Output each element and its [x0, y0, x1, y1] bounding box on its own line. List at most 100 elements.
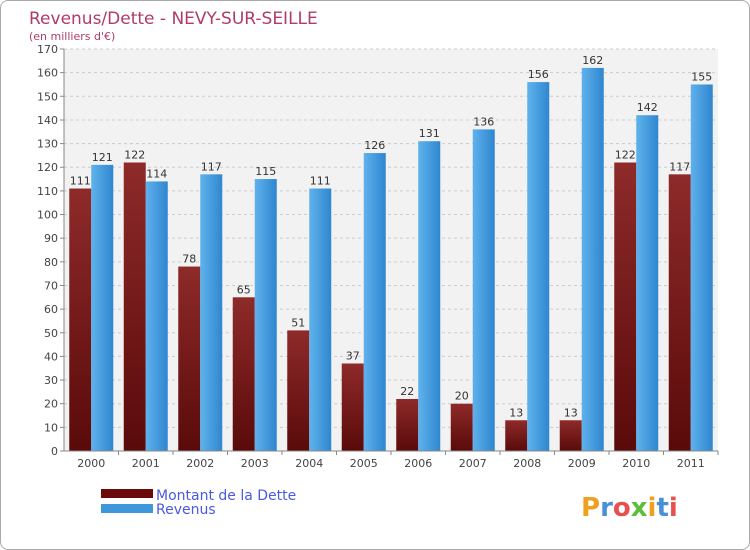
bar-debt — [69, 188, 92, 452]
data-label: 13 — [509, 406, 523, 419]
data-label: 111 — [310, 175, 331, 188]
data-label: 114 — [146, 167, 167, 180]
bar-revenue — [690, 84, 713, 452]
x-tick-label: 2009 — [568, 457, 596, 470]
bar-revenue — [418, 141, 441, 452]
y-tick-label: 170 — [37, 43, 58, 56]
y-tick-label: 60 — [44, 303, 58, 316]
logo-letter: i — [669, 493, 678, 523]
x-tick-label: 2001 — [132, 457, 160, 470]
bar-revenue — [91, 164, 114, 451]
data-label: 156 — [528, 68, 549, 81]
bar-revenue — [145, 181, 168, 451]
data-label: 13 — [564, 406, 578, 419]
legend-swatch-revenue — [101, 504, 153, 513]
x-tick-label: 2004 — [295, 457, 323, 470]
data-label: 117 — [669, 160, 690, 173]
y-tick-label: 140 — [37, 114, 58, 127]
y-tick-label: 130 — [37, 138, 58, 151]
data-label: 122 — [615, 149, 636, 162]
proxiti-logo: Proxiti — [581, 493, 678, 523]
data-label: 122 — [124, 149, 145, 162]
x-axis-ticks: 2000 2001 2002 2003 2004 2005 2006 2007 2008 2009… — [77, 451, 719, 470]
bar-debt — [505, 420, 528, 451]
bar-revenue — [581, 67, 604, 451]
bar-revenue — [472, 129, 495, 451]
bar-debt — [178, 266, 201, 451]
chart-title: Revenus/Dette - NEVY-SUR-SEILLE — [29, 9, 318, 29]
logo-letter: P — [581, 493, 600, 523]
bar-debt — [396, 398, 419, 451]
gridlines — [64, 48, 718, 428]
data-label: 155 — [691, 70, 712, 83]
y-tick-label: 90 — [44, 232, 58, 245]
bar-revenue — [254, 179, 277, 451]
x-tick-label: 2008 — [513, 457, 541, 470]
data-label: 121 — [92, 151, 113, 164]
logo-letter: x — [631, 493, 648, 523]
x-tick-label: 2011 — [677, 457, 705, 470]
x-tick-label: 2003 — [241, 457, 269, 470]
y-axis-ticks: 0 10 20 30 40 50 60 70 80 90 100 110 120 130 140 150 160… — [37, 43, 64, 458]
data-label: 111 — [70, 175, 91, 188]
data-label: 20 — [455, 390, 469, 403]
data-label: 37 — [346, 350, 360, 363]
y-tick-label: 40 — [44, 350, 58, 363]
data-label: 115 — [255, 165, 276, 178]
data-label: 65 — [237, 283, 251, 296]
data-label: 126 — [364, 139, 385, 152]
legend-label-debt: Montant de la Dette — [156, 488, 296, 504]
y-tick-label: 80 — [44, 256, 58, 269]
x-tick-label: 2000 — [77, 457, 105, 470]
y-tick-label: 50 — [44, 327, 58, 340]
x-tick-label: 2006 — [404, 457, 432, 470]
legend-label-revenue: Revenus — [156, 502, 216, 518]
legend: Montant de la Dette Revenus — [101, 488, 296, 518]
plot-area — [64, 49, 718, 451]
bar-debt — [341, 363, 364, 451]
bar-revenue — [527, 82, 550, 451]
x-tick-label: 2002 — [186, 457, 214, 470]
logo-letter: i — [648, 493, 657, 523]
logo-letter: o — [613, 493, 631, 523]
bar-debt — [123, 162, 146, 451]
data-label: 51 — [291, 316, 305, 329]
data-label: 136 — [473, 115, 494, 128]
data-label: 142 — [637, 101, 658, 114]
data-label: 117 — [201, 160, 222, 173]
y-tick-label: 10 — [44, 421, 58, 434]
y-tick-label: 70 — [44, 279, 58, 292]
y-tick-label: 30 — [44, 374, 58, 387]
logo-letter: t — [656, 493, 668, 523]
data-label: 78 — [182, 253, 196, 266]
bar-revenue — [200, 174, 223, 451]
data-label: 131 — [419, 127, 440, 140]
y-tick-label: 160 — [37, 67, 58, 80]
y-tick-label: 100 — [37, 209, 58, 222]
data-label: 22 — [400, 385, 414, 398]
y-tick-label: 110 — [37, 185, 58, 198]
bar-debt — [559, 420, 582, 451]
bar-revenue — [636, 115, 659, 451]
chart-subtitle: (en milliers d'€) — [29, 30, 115, 43]
y-tick-label: 20 — [44, 398, 58, 411]
bar-debt — [287, 330, 310, 451]
y-tick-label: 120 — [37, 161, 58, 174]
logo-letter: r — [600, 493, 613, 523]
bar-debt — [232, 297, 255, 451]
x-tick-label: 2005 — [350, 457, 378, 470]
bar-revenue — [363, 153, 386, 451]
data-label: 162 — [582, 54, 603, 67]
y-tick-label: 0 — [51, 445, 58, 458]
bar-debt — [614, 162, 637, 451]
legend-swatch-debt — [101, 489, 153, 498]
bar-debt — [450, 403, 473, 451]
bar-debt — [668, 174, 691, 451]
x-tick-label: 2007 — [459, 457, 487, 470]
x-tick-label: 2010 — [622, 457, 650, 470]
bar-revenue — [309, 188, 332, 452]
y-tick-label: 150 — [37, 90, 58, 103]
